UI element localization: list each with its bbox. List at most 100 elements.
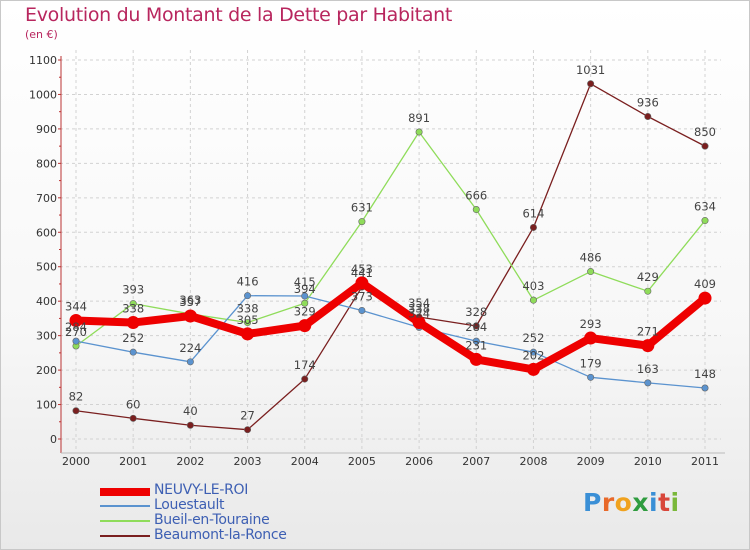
data-point	[129, 300, 137, 308]
series-line	[75, 295, 706, 389]
data-label: 441	[351, 266, 373, 280]
data-label: 231	[465, 338, 487, 352]
data-point	[126, 316, 140, 330]
data-point	[584, 331, 598, 345]
legend-swatch	[100, 505, 150, 507]
data-label: 224	[179, 341, 201, 355]
data-labels-2: 284 252 224 416 415 373 324 284 252 179 163 148	[65, 275, 716, 381]
legend-swatch	[100, 535, 150, 537]
data-label: 614	[522, 206, 544, 220]
logo-letter: r	[601, 488, 615, 517]
data-point	[415, 128, 423, 136]
data-point	[301, 299, 309, 307]
data-label: 354	[408, 296, 430, 310]
data-label: 179	[580, 356, 602, 370]
data-label: 634	[694, 200, 716, 214]
data-point	[129, 414, 137, 422]
logo-letter: i	[670, 488, 680, 517]
data-point	[644, 113, 652, 121]
data-label: 666	[465, 189, 487, 203]
data-point	[701, 217, 709, 225]
data-point	[469, 352, 483, 366]
data-label: 631	[351, 201, 373, 215]
data-point	[186, 421, 194, 429]
data-point	[472, 337, 480, 345]
data-label: 394	[294, 282, 316, 296]
data-label: 416	[237, 275, 259, 289]
legend-label: Beaumont-la-Ronce	[154, 527, 287, 543]
data-labels-1: 344 338 357 305 329 453 338 231 202 293 271 409	[65, 262, 716, 362]
data-point	[129, 348, 137, 356]
data-point	[529, 223, 537, 231]
x-tick-label: 2005	[348, 455, 376, 468]
x-tick-label: 2000	[62, 455, 90, 468]
data-point	[72, 337, 80, 345]
y-tick-label: 1100	[29, 54, 57, 67]
data-label: 252	[122, 331, 144, 345]
data-label: 271	[637, 325, 659, 339]
grid-lines	[60, 50, 721, 449]
x-tick-label: 2002	[176, 455, 204, 468]
y-tick-label: 0	[50, 433, 57, 446]
legend-swatch	[100, 488, 150, 496]
data-label: 850	[694, 125, 716, 139]
data-label: 163	[637, 362, 659, 376]
data-point	[698, 291, 712, 305]
series-line	[75, 83, 706, 431]
data-label: 338	[237, 302, 259, 316]
data-label: 148	[694, 367, 716, 381]
data-point	[529, 296, 537, 304]
data-label: 202	[522, 348, 544, 362]
data-point	[587, 268, 595, 276]
data-point	[529, 348, 537, 356]
data-label: 403	[522, 279, 544, 293]
series-neuvy-le-roi	[69, 276, 712, 376]
x-tick-label: 2001	[119, 455, 147, 468]
y-tick-label: 300	[36, 330, 57, 343]
data-label: 415	[294, 275, 316, 289]
y-tick-label: 400	[36, 295, 57, 308]
data-point	[183, 309, 197, 323]
data-label: 429	[637, 270, 659, 284]
data-point	[244, 292, 252, 300]
logo-letter: x	[632, 488, 649, 517]
data-point	[244, 319, 252, 327]
data-point	[472, 322, 480, 330]
data-point	[412, 316, 426, 330]
x-tick-label: 2006	[405, 455, 433, 468]
data-label: 409	[694, 277, 716, 291]
series-line	[72, 278, 709, 374]
y-tick-label: 500	[36, 261, 57, 274]
data-label: 328	[465, 305, 487, 319]
data-labels-3: 270 393 363 338 394 631 891 666 403 486 429 634	[65, 111, 716, 339]
y-tick-label: 600	[36, 226, 57, 239]
legend-swatch	[100, 520, 150, 522]
data-point	[587, 80, 595, 88]
data-label: 27	[240, 409, 255, 423]
x-tick-label: 2007	[462, 455, 490, 468]
y-tick-label: 800	[36, 157, 57, 170]
data-label: 305	[237, 313, 259, 327]
logo-letter: o	[614, 488, 633, 517]
series-bueil-en-touraine	[72, 128, 709, 350]
data-point	[526, 362, 540, 376]
data-point	[301, 292, 309, 300]
y-tick-label: 100	[36, 399, 57, 412]
data-label: 357	[179, 295, 201, 309]
data-labels-4: 82 60 40 27 174 441 354 328 614 1031 936 850	[69, 63, 716, 423]
data-point	[244, 426, 252, 434]
data-point	[72, 407, 80, 415]
data-label: 293	[580, 317, 602, 331]
data-label: 284	[65, 320, 87, 334]
chart-unit: (en €)	[25, 28, 58, 41]
data-point	[358, 218, 366, 226]
data-point	[186, 358, 194, 366]
data-label: 453	[351, 262, 373, 276]
data-label: 324	[408, 306, 430, 320]
data-label: 486	[580, 251, 602, 265]
y-tick-label: 700	[36, 192, 57, 205]
data-label: 82	[69, 390, 84, 404]
x-tick-label: 2011	[691, 455, 719, 468]
x-tick-label: 2004	[291, 455, 319, 468]
